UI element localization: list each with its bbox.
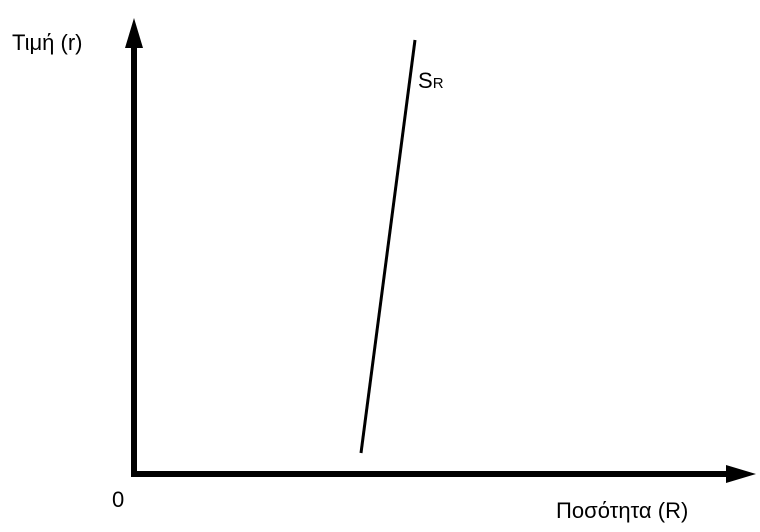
curve-label-subscript: R [433,75,444,92]
y-axis-arrow [125,18,143,48]
x-axis-arrow [726,465,756,483]
curve-label: SR [418,68,444,93]
supply-curve [359,39,417,454]
y-axis-label: Τιμή (r) [12,30,83,55]
curve-label-main: S [418,68,433,93]
origin-label: 0 [112,487,124,512]
x-axis-label: Ποσότητα (R) [556,498,688,523]
